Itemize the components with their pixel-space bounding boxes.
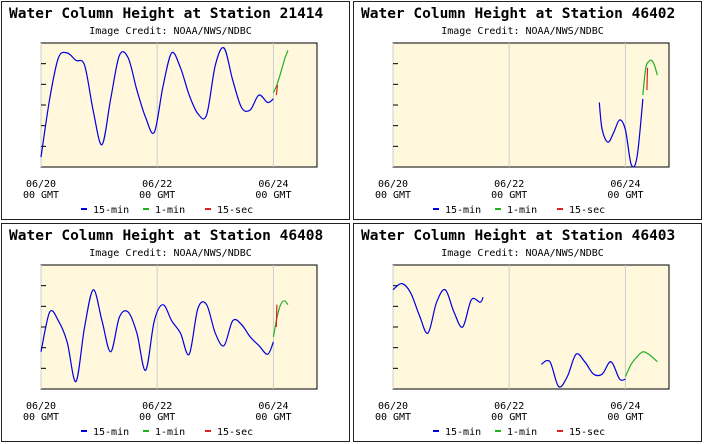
plot-area xyxy=(392,42,670,168)
legend-label: 15-sec xyxy=(569,205,605,216)
x-tick-label-time: 00 GMT xyxy=(607,412,643,423)
x-tick-label-date: 06/20 xyxy=(378,179,408,190)
chart-title: Water Column Height at Station 21414 xyxy=(9,6,324,22)
chart-svg: Water Column Height at Station 21414 Imag… xyxy=(9,6,324,216)
station-panel: Water Column Height at Station 46408 Imag… xyxy=(1,223,350,442)
x-tick-label-date: 06/24 xyxy=(258,179,288,190)
x-tick-label-date: 06/22 xyxy=(494,401,524,412)
plot-area xyxy=(40,264,318,390)
chart-subtitle: Image Credit: NOAA/NWS/NDBC xyxy=(89,248,252,259)
series-line-15-min xyxy=(40,289,274,383)
x-tick-label-time: 00 GMT xyxy=(23,412,59,423)
station-panel: Water Column Height at Station 46403 Imag… xyxy=(353,223,702,442)
chart-svg: Water Column Height at Station 46402 Imag… xyxy=(361,6,675,216)
legend-label: 1-min xyxy=(507,427,537,438)
chart-svg: Water Column Height at Station 46408 Imag… xyxy=(9,228,323,438)
chart-svg: Water Column Height at Station 46403 Imag… xyxy=(361,228,675,438)
x-tick-label-date: 06/22 xyxy=(142,401,172,412)
legend-label: 1-min xyxy=(155,427,185,438)
x-tick-label-time: 00 GMT xyxy=(491,190,527,201)
series-line-15-sec xyxy=(275,304,278,328)
x-tick-label-date: 06/20 xyxy=(26,179,56,190)
series-line-1-min xyxy=(642,59,658,96)
x-tick-label-date: 06/24 xyxy=(610,401,640,412)
chart-subtitle: Image Credit: NOAA/NWS/NDBC xyxy=(441,248,604,259)
station-panel: Water Column Height at Station 46402 Imag… xyxy=(353,1,702,220)
series-line-15-min xyxy=(540,353,626,388)
plot-area xyxy=(392,264,670,390)
series-line-15-min xyxy=(40,46,274,158)
x-tick-label-date: 06/24 xyxy=(258,401,288,412)
series-line-1-min xyxy=(624,351,658,377)
series-line-15-min xyxy=(598,98,644,168)
legend-label: 15-sec xyxy=(569,427,605,438)
series-line-15-sec xyxy=(646,67,649,91)
legend-label: 1-min xyxy=(155,205,185,216)
chart-title: Water Column Height at Station 46408 xyxy=(9,228,323,244)
chart-title: Water Column Height at Station 46403 xyxy=(361,228,675,244)
station-panel: Water Column Height at Station 21414 Imag… xyxy=(1,1,350,220)
x-tick-label-time: 00 GMT xyxy=(491,412,527,423)
x-tick-label-time: 00 GMT xyxy=(139,412,175,423)
x-tick-label-time: 00 GMT xyxy=(375,412,411,423)
x-tick-label-date: 06/22 xyxy=(494,179,524,190)
x-tick-label-date: 06/20 xyxy=(26,401,56,412)
series-line-15-sec xyxy=(275,85,279,96)
x-tick-label-date: 06/24 xyxy=(610,179,640,190)
legend-label: 15-min xyxy=(93,205,129,216)
series-line-15-min xyxy=(392,283,484,334)
chart-subtitle: Image Credit: NOAA/NWS/NDBC xyxy=(89,26,252,37)
legend-label: 15-min xyxy=(93,427,129,438)
legend-label: 15-min xyxy=(445,427,481,438)
series-line-1-min xyxy=(272,50,289,93)
x-tick-label-date: 06/22 xyxy=(142,179,172,190)
x-tick-label-time: 00 GMT xyxy=(255,190,291,201)
chart-title: Water Column Height at Station 46402 xyxy=(361,6,675,22)
legend-label: 1-min xyxy=(507,205,537,216)
x-tick-label-time: 00 GMT xyxy=(23,190,59,201)
legend-label: 15-sec xyxy=(217,427,253,438)
chart-subtitle: Image Credit: NOAA/NWS/NDBC xyxy=(441,26,604,37)
x-tick-label-time: 00 GMT xyxy=(375,190,411,201)
x-tick-label-time: 00 GMT xyxy=(139,190,175,201)
x-tick-label-time: 00 GMT xyxy=(607,190,643,201)
legend-label: 15-min xyxy=(445,205,481,216)
x-tick-label-date: 06/20 xyxy=(378,401,408,412)
x-tick-label-time: 00 GMT xyxy=(255,412,291,423)
legend-label: 15-sec xyxy=(217,205,253,216)
